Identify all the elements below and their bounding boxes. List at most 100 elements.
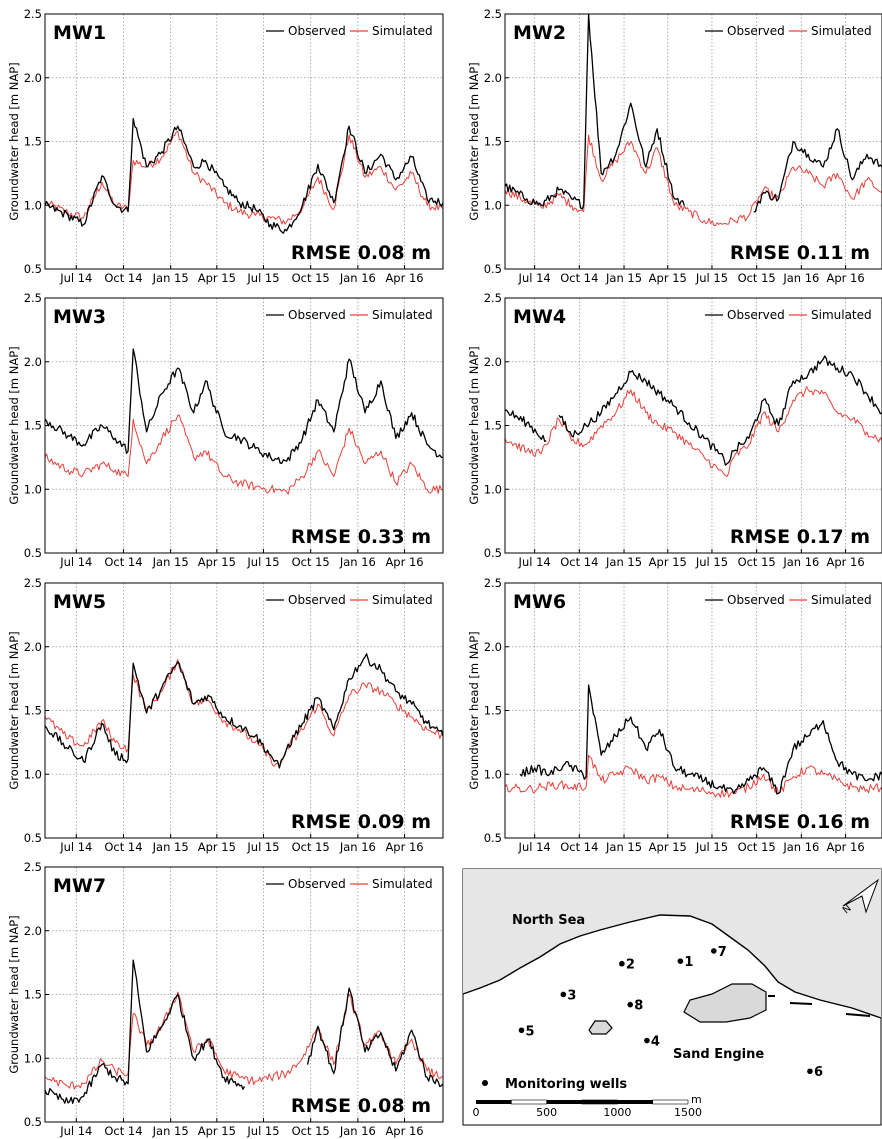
rmse-annotation: RMSE 0.11 m	[730, 242, 870, 264]
x-tick-label: Jan 16	[782, 271, 819, 285]
x-tick-label: Oct 15	[292, 271, 330, 285]
y-tick-label: 2.5	[484, 291, 502, 305]
well-marker	[560, 991, 567, 998]
panel-title: MW2	[513, 22, 566, 44]
y-tick-label: 1.0	[484, 198, 502, 212]
panel-title: MW7	[53, 875, 106, 897]
x-tick-label: Apr 15	[198, 1124, 236, 1138]
x-tick-label: Jul 14	[59, 271, 92, 285]
coast-fragment	[789, 1002, 813, 1005]
y-tick-label: 2.5	[484, 7, 502, 21]
x-tick-label: Jul 14	[518, 271, 551, 285]
x-tick-label: Jul 14	[59, 1124, 92, 1138]
y-tick-label: 1.5	[24, 135, 42, 149]
x-tick-label: Jul 15	[695, 840, 728, 854]
x-tick-label: Jul 14	[518, 840, 551, 854]
x-tick-label: Jan 16	[339, 1124, 376, 1138]
x-tick-label: Jan 15	[605, 271, 642, 285]
legend-label-observed: Observed	[288, 593, 346, 607]
y-tick-label: 0.5	[24, 1115, 42, 1129]
x-tick-label: Oct 15	[292, 555, 330, 569]
y-tick-label: 1.5	[484, 704, 502, 718]
x-tick-label: Jan 16	[782, 840, 819, 854]
scale-bar-segment	[617, 1100, 653, 1104]
well-marker	[627, 1001, 633, 1008]
y-tick-label: 2.5	[24, 7, 42, 21]
y-tick-label: 1.5	[24, 988, 42, 1002]
series-group	[505, 355, 882, 477]
y-tick-label: 1.0	[24, 767, 42, 781]
legend-label-simulated: Simulated	[372, 877, 433, 891]
panel-title: MW3	[53, 306, 106, 328]
legend-label-simulated: Simulated	[811, 308, 872, 322]
y-axis-label: Groundwater head [m NAP]	[7, 346, 21, 504]
north-arrow-icon	[842, 878, 880, 914]
chart-panel-mw7: 0.5 1.0 1.5 2.0 2.5 Jul 14 Oct 14 Jan 15 Apr 15 J…	[7, 860, 444, 1138]
y-tick-label: 2.0	[24, 71, 42, 85]
x-tick-label: Jul 14	[59, 555, 92, 569]
chart-panel-mw3: 0.5 1.0 1.5 2.0 2.5 Jul 14 Oct 14 Jan 15 Apr 15 J…	[7, 291, 444, 569]
x-tick-label: Jan 15	[152, 271, 189, 285]
x-tick-label: Jul 15	[695, 555, 728, 569]
y-tick-label: 2.0	[484, 71, 502, 85]
x-tick-label: Oct 14	[104, 555, 142, 569]
legend-label-simulated: Simulated	[811, 24, 872, 38]
y-tick-label: 0.5	[484, 262, 502, 276]
scale-bar-segment	[652, 1099, 689, 1105]
panel-title: MW6	[513, 591, 566, 613]
legend-label-observed: Observed	[727, 308, 785, 322]
well-label: 5	[526, 1024, 535, 1039]
lagoon	[683, 983, 767, 1023]
scale-tick-label: 500	[536, 1106, 557, 1119]
well-marker	[518, 1027, 525, 1034]
series-group	[45, 959, 443, 1104]
chart-panel-mw6: 0.5 1.0 1.5 2.0 2.5 Jul 14 Oct 14 Jan 15 Apr 15 J…	[467, 576, 882, 854]
y-tick-label: 2.0	[484, 355, 502, 369]
y-tick-label: 1.0	[24, 482, 42, 496]
y-tick-label: 0.5	[24, 831, 42, 845]
x-tick-label: Oct 15	[738, 840, 776, 854]
legend-label-simulated: Simulated	[811, 593, 872, 607]
x-tick-label: Oct 14	[104, 840, 142, 854]
x-tick-label: Apr 16	[385, 1124, 423, 1138]
y-tick-label: 2.5	[24, 860, 42, 874]
y-tick-label: 1.0	[24, 198, 42, 212]
x-tick-label: Jul 15	[246, 1124, 279, 1138]
x-tick-label: Jan 15	[605, 555, 642, 569]
y-tick-label: 1.5	[484, 419, 502, 433]
y-axis-label: Groundwater head [m NAP]	[467, 631, 481, 789]
x-tick-label: Oct 15	[292, 840, 330, 854]
lake	[588, 1020, 613, 1035]
y-tick-label: 2.0	[24, 924, 42, 938]
well-marker	[677, 958, 684, 964]
x-tick-label: Apr 16	[826, 271, 864, 285]
x-tick-label: Apr 16	[826, 840, 864, 854]
x-tick-label: Oct 14	[104, 271, 142, 285]
panel-title: MW4	[513, 306, 566, 328]
series-line-observed	[519, 684, 882, 795]
x-tick-label: Apr 15	[198, 840, 236, 854]
y-tick-label: 2.0	[24, 640, 42, 654]
x-tick-label: Jul 15	[695, 271, 728, 285]
well-label: 8	[634, 999, 643, 1014]
x-tick-label: Jan 15	[605, 840, 642, 854]
well-label: 6	[814, 1065, 823, 1080]
chart-panel-mw2: 0.5 1.0 1.5 2.0 2.5 Jul 14 Oct 14 Jan 15 Apr 15 J…	[467, 7, 882, 285]
x-tick-label: Apr 16	[826, 555, 864, 569]
x-tick-label: Oct 15	[292, 1124, 330, 1138]
x-tick-label: Jul 15	[246, 555, 279, 569]
scale-tick-label: 1000	[603, 1106, 631, 1119]
well-marker	[619, 960, 625, 967]
x-tick-label: Jul 15	[246, 840, 279, 854]
x-tick-label: Apr 16	[385, 271, 423, 285]
rmse-annotation: RMSE 0.08 m	[291, 1095, 431, 1117]
series-line-simulated	[45, 414, 443, 495]
y-tick-label: 2.0	[24, 355, 42, 369]
sea-area	[463, 869, 881, 1018]
y-tick-label: 0.5	[484, 546, 502, 560]
series-line-simulated	[505, 754, 882, 798]
chart-panel-mw1: 0.5 1.0 1.5 2.0 2.5 Jul 14 Oct 14 Jan 15 Apr 15 J…	[7, 7, 444, 285]
scale-bar-segment	[546, 1100, 582, 1104]
y-tick-label: 2.5	[24, 291, 42, 305]
